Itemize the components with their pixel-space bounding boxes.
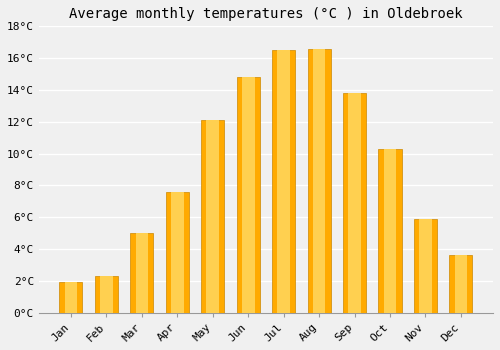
Bar (64, 282, 78, 313)
Bar (384, 149, 396, 313)
Bar (236, 77, 260, 313)
Bar (378, 149, 402, 313)
Bar (171, 192, 183, 313)
Title: Average monthly temperatures (°C ) in Oldebroek: Average monthly temperatures (°C ) in Ol… (69, 7, 462, 21)
Bar (166, 192, 189, 313)
Bar (313, 49, 326, 313)
Bar (308, 49, 330, 313)
Bar (278, 50, 290, 313)
Bar (454, 256, 467, 313)
Bar (100, 276, 113, 313)
Bar (95, 276, 118, 313)
Bar (348, 93, 361, 313)
Bar (450, 256, 472, 313)
Bar (272, 50, 295, 313)
Bar (136, 233, 148, 313)
Bar (206, 120, 219, 313)
Bar (60, 282, 82, 313)
Bar (242, 77, 254, 313)
Bar (201, 120, 224, 313)
Bar (343, 93, 366, 313)
Bar (130, 233, 154, 313)
Bar (419, 219, 432, 313)
Bar (414, 219, 437, 313)
